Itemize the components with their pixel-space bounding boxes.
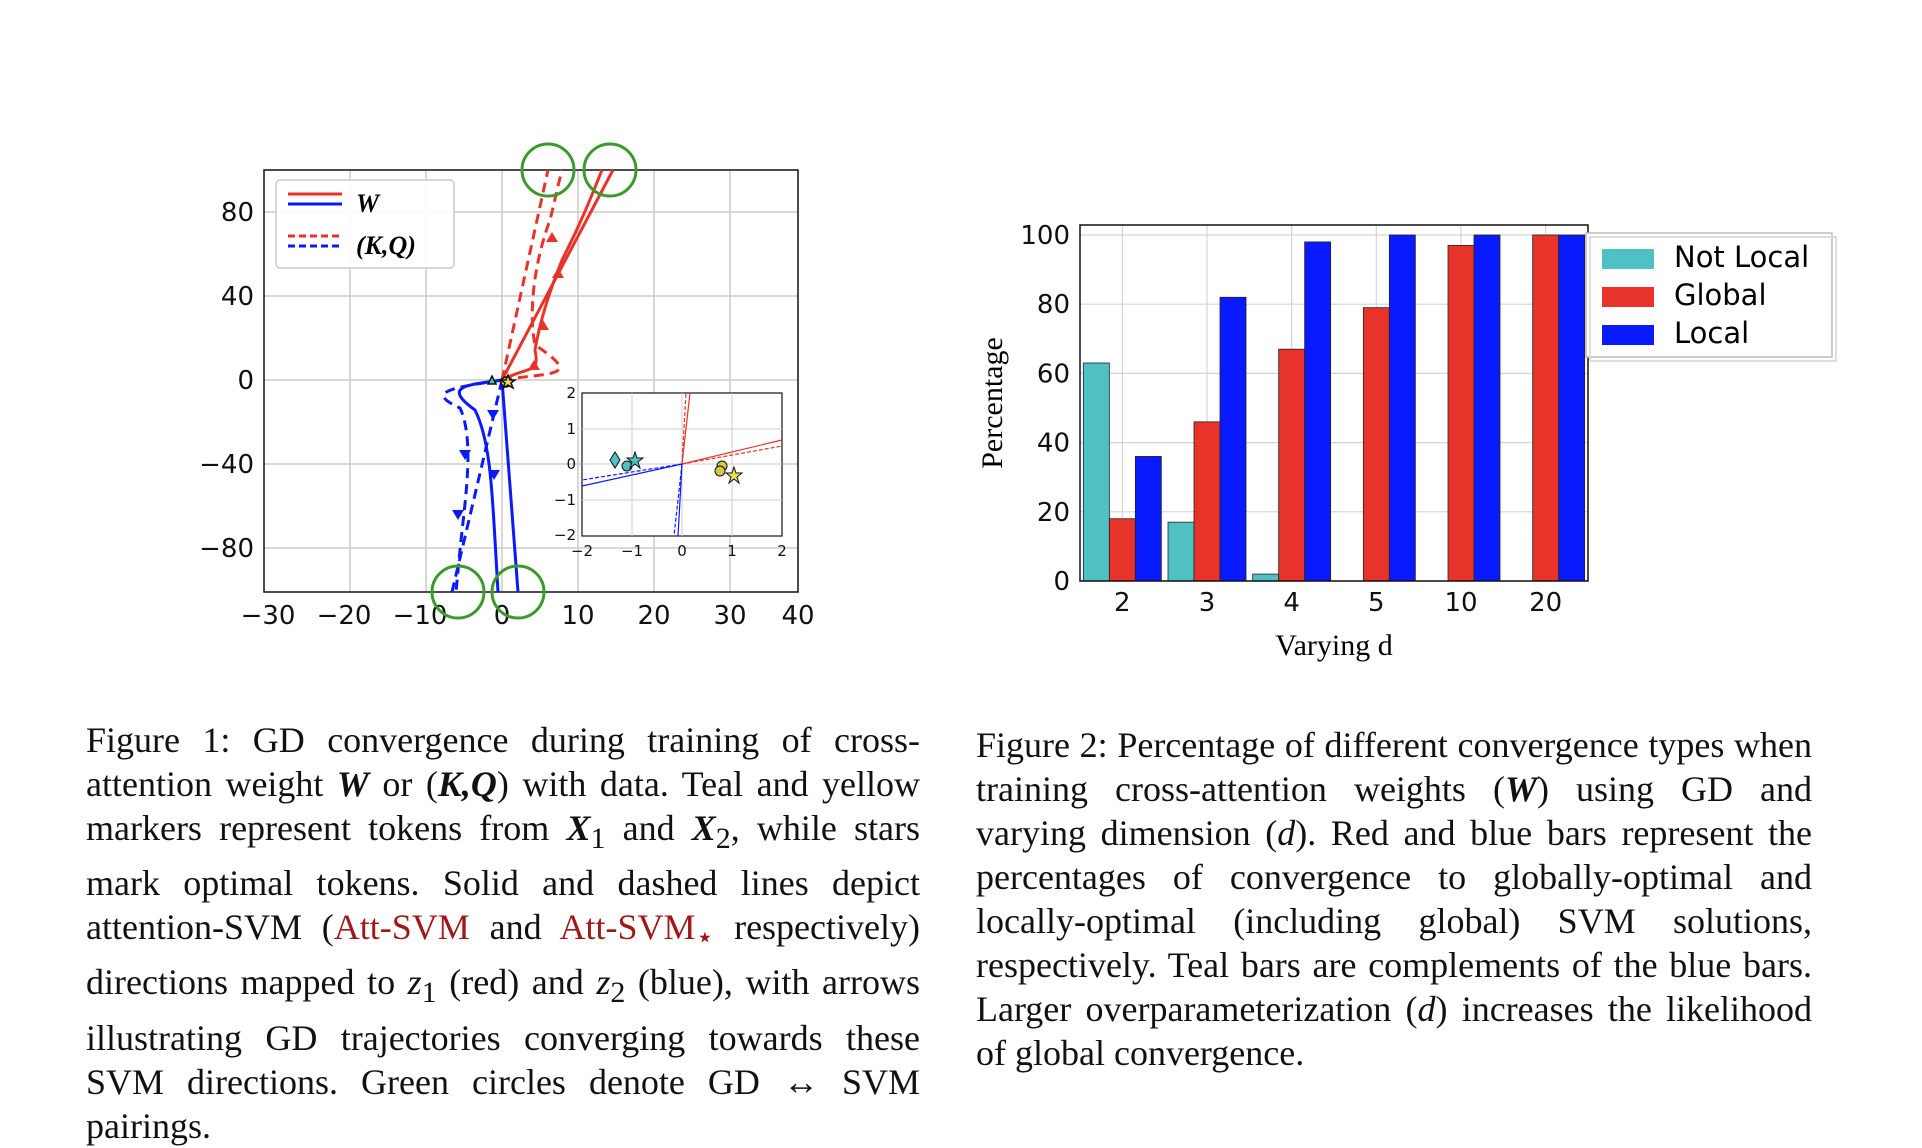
x-tick: −10 xyxy=(393,601,448,631)
green-circle xyxy=(490,564,546,620)
bar-local xyxy=(1134,456,1162,582)
inset-x-tick: −1 xyxy=(621,542,643,560)
bar-local xyxy=(1558,234,1586,582)
y-tick: 40 xyxy=(221,282,254,312)
x-tick: 40 xyxy=(781,601,814,631)
inset-x-tick: 1 xyxy=(727,542,737,560)
fig2-x-ticks: 2 3 4 5 10 20 xyxy=(1114,588,1562,618)
bar-local xyxy=(1219,296,1247,582)
star-marker xyxy=(498,372,518,390)
red-dashed-svm-line xyxy=(500,169,550,381)
legend-swatch xyxy=(1602,325,1654,345)
x-tick-label: 2 xyxy=(1114,588,1131,618)
gd-arrowheads xyxy=(452,232,564,520)
legend-label: Global xyxy=(1674,278,1767,312)
inset-y-tick: 2 xyxy=(566,384,576,402)
y-tick: −40 xyxy=(199,450,254,480)
x-tick-label: 3 xyxy=(1199,588,1216,618)
bar-not-local xyxy=(1252,573,1280,582)
legend-label: Local xyxy=(1674,316,1749,350)
green-circle xyxy=(520,142,576,198)
fig2-x-axis-label: Varying d xyxy=(1275,629,1392,662)
bar-not-local xyxy=(1082,362,1110,582)
token-markers xyxy=(486,372,518,390)
x-tick-label: 10 xyxy=(1444,588,1477,618)
inset-x-tick: −2 xyxy=(571,542,593,560)
x-tick: −20 xyxy=(317,601,372,631)
x-tick: 30 xyxy=(713,601,746,631)
bar-local xyxy=(1473,234,1501,582)
legend-swatch xyxy=(1602,287,1654,307)
bar-global xyxy=(1447,244,1475,582)
x-tick-label: 4 xyxy=(1283,588,1300,618)
inset-y-tick: −1 xyxy=(554,491,576,509)
inset-x-tick: 2 xyxy=(777,542,787,560)
bar-local xyxy=(1304,241,1332,582)
figure-1-caption: Figure 1: GD convergence during training… xyxy=(86,720,921,1146)
blue-solid-gd-path xyxy=(458,378,503,593)
y-tick: 0 xyxy=(237,366,254,396)
bar-not-local xyxy=(1167,521,1195,582)
att-svm-link: Att-SVM xyxy=(333,907,470,948)
green-circle xyxy=(582,142,638,198)
gd-svm-pairing-circles xyxy=(430,142,638,620)
bar-local xyxy=(1388,234,1416,582)
inset-x-ticks: −2 −1 0 1 2 xyxy=(571,542,787,560)
fig1-inset: −2 −1 0 1 2 2 1 0 −1 −2 xyxy=(554,384,787,560)
inset-y-tick: 1 xyxy=(566,420,576,438)
legend-label: Not Local xyxy=(1674,240,1809,274)
inset-y-ticks: 2 1 0 −1 −2 xyxy=(554,384,576,544)
fig2-y-axis-label: Percentage xyxy=(976,337,1009,469)
bar-global xyxy=(1532,234,1560,582)
red-dashed-gd-path xyxy=(501,169,564,382)
blue-solid-svm-line xyxy=(500,379,520,593)
fig2-legend: Not Local Global Local xyxy=(1585,232,1837,362)
y-tick-label: 80 xyxy=(1037,290,1070,320)
fig1-y-ticks: 80 40 0 −40 −80 xyxy=(199,198,254,564)
blue-trajectories xyxy=(442,378,520,593)
inset-y-tick: −2 xyxy=(554,526,576,544)
y-tick: 80 xyxy=(221,198,254,228)
teal-marker xyxy=(486,374,498,385)
fig2-bars xyxy=(1082,234,1586,582)
legend-kq-label: (K,Q) xyxy=(356,231,416,260)
fig2-y-ticks: 0 20 40 60 80 100 xyxy=(1020,221,1070,597)
bar-global xyxy=(1108,518,1136,582)
bar-global xyxy=(1193,421,1221,582)
figure-2-chart: 0 20 40 60 80 100 2 3 4 5 10 20 Varying d Percenta… xyxy=(970,205,1870,675)
figure-1-plot: −30 −20 −10 0 10 20 30 40 80 40 0 −40 −8… xyxy=(190,140,830,660)
bar-global xyxy=(1362,307,1390,582)
y-tick-label: 20 xyxy=(1037,498,1070,528)
y-tick-label: 100 xyxy=(1020,221,1070,251)
fig1-legend: W (K,Q) xyxy=(275,179,455,269)
att-svm-star-link: Att-SVM xyxy=(559,907,696,948)
bar-global xyxy=(1278,348,1306,582)
x-tick-label: 5 xyxy=(1368,588,1385,618)
inset-y-tick: 0 xyxy=(566,455,576,473)
y-tick-label: 40 xyxy=(1037,429,1070,459)
x-tick-label: 20 xyxy=(1529,588,1562,618)
y-tick-label: 60 xyxy=(1037,359,1070,389)
x-tick: −30 xyxy=(241,601,296,631)
y-tick: −80 xyxy=(199,534,254,564)
blue-dashed-gd-path xyxy=(442,378,503,593)
inset-x-tick: 0 xyxy=(677,542,687,560)
legend-w-label: W xyxy=(356,189,381,218)
figure-2-caption: Figure 2: Percentage of different conver… xyxy=(976,725,1812,1073)
legend-swatch xyxy=(1602,249,1654,269)
green-circle xyxy=(430,564,486,620)
x-tick: 20 xyxy=(637,601,670,631)
y-tick-label: 0 xyxy=(1053,567,1070,597)
x-tick: 10 xyxy=(561,601,594,631)
